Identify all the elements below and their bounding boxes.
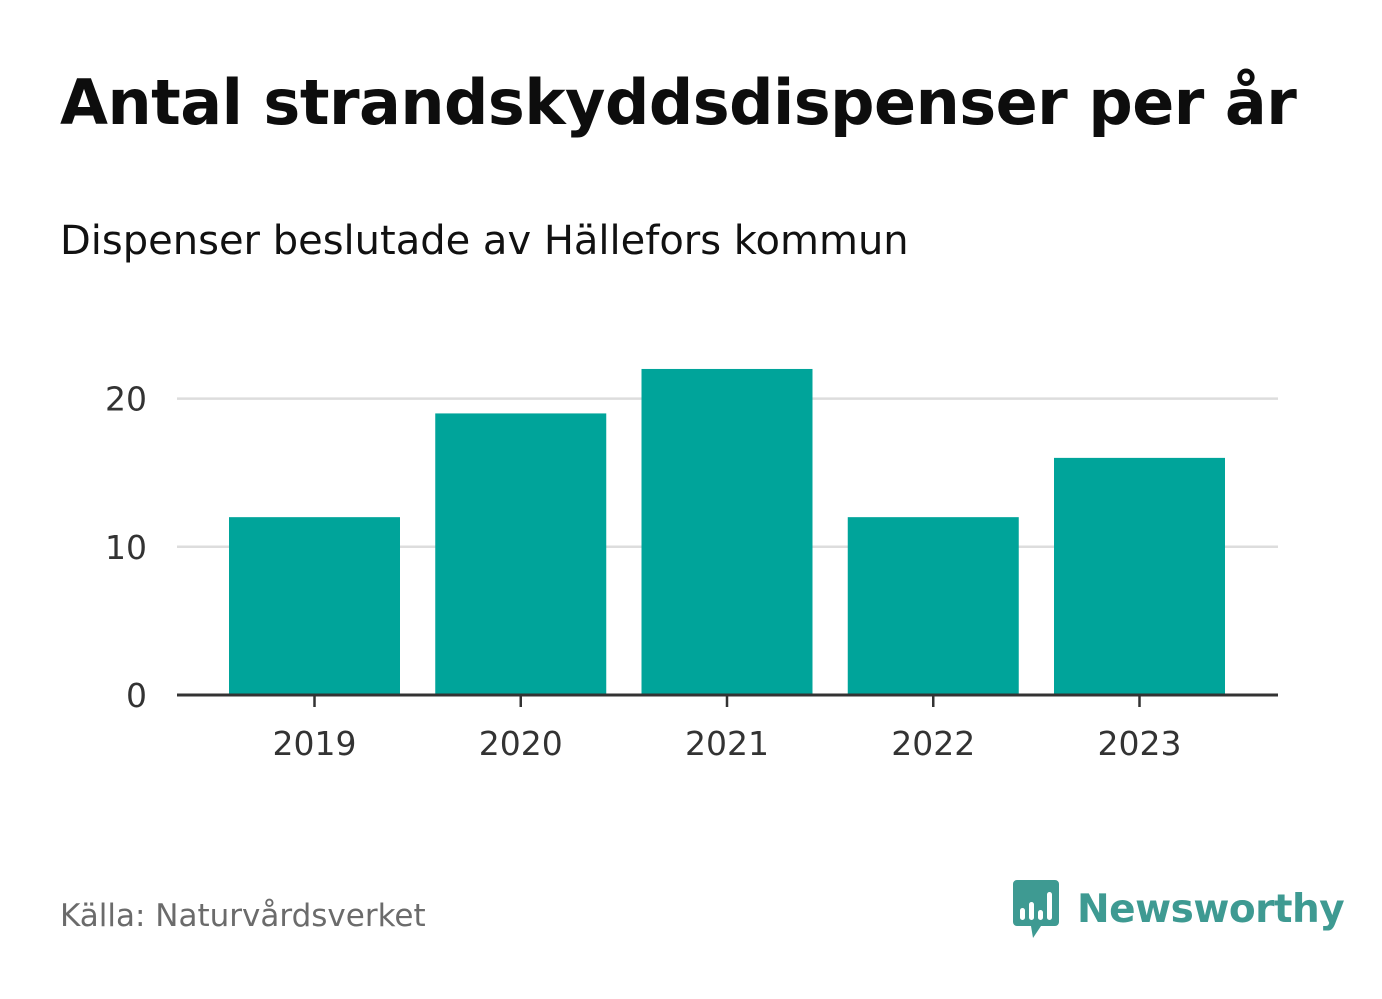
chart-title: Antal strandskyddsdispenser per år xyxy=(60,66,1297,139)
bar-2019 xyxy=(229,517,400,695)
brand-name: Newsworthy xyxy=(1077,886,1345,932)
bar-2022 xyxy=(847,517,1019,695)
source-note: Källa: Naturvårdsverket xyxy=(60,898,426,934)
y-tick-label-0: 0 xyxy=(126,676,147,715)
x-tick-label-2023: 2023 xyxy=(1098,724,1182,763)
x-tick-label-2020: 2020 xyxy=(479,724,563,763)
brand-logo: Newsworthy xyxy=(1011,878,1345,940)
bar-2021 xyxy=(641,368,813,695)
chart-bubble-icon xyxy=(1013,880,1059,938)
x-tick-label-2019: 2019 xyxy=(273,724,357,763)
y-tick-label-10: 10 xyxy=(105,528,147,567)
x-tick-label-2021: 2021 xyxy=(685,724,769,763)
x-tick-label-2022: 2022 xyxy=(891,724,975,763)
bar-2020 xyxy=(435,413,607,695)
y-tick-label-20: 20 xyxy=(105,380,147,419)
bar-2023 xyxy=(1054,457,1225,695)
chart-subtitle: Dispenser beslutade av Hällefors kommun xyxy=(60,218,909,264)
